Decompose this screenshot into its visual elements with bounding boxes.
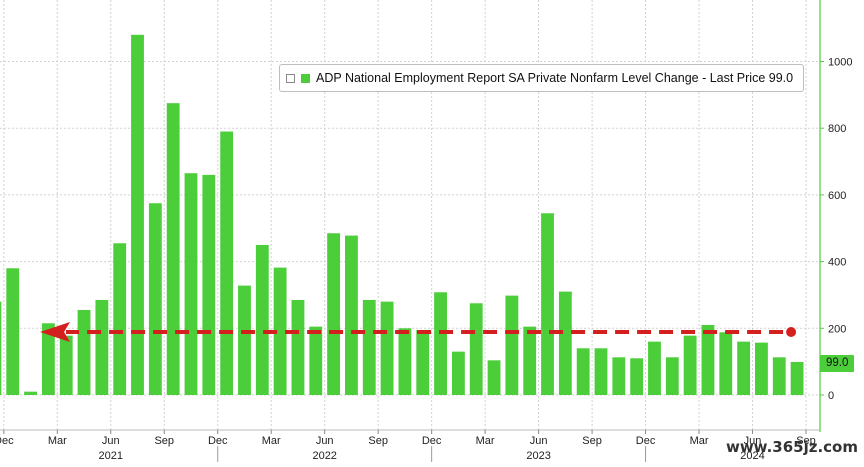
- bar-layer: [0, 34, 804, 395]
- x-tick-label: Sep: [796, 435, 816, 447]
- bar: [6, 268, 20, 395]
- bar: [345, 235, 358, 395]
- x-tick-label: Dec: [208, 435, 228, 447]
- y-tick-label: 800: [828, 123, 846, 135]
- last-price-badge: 99.0: [820, 355, 855, 372]
- bar: [451, 351, 465, 395]
- chart-legend: ADP National Employment Report SA Privat…: [279, 64, 805, 92]
- bar: [523, 326, 537, 395]
- x-year-label: 2023: [526, 450, 550, 462]
- x-tick-label: Sep: [368, 435, 388, 447]
- x-tick-label: Mar: [48, 435, 67, 447]
- legend-toggle-icon[interactable]: [286, 73, 295, 83]
- bar: [95, 299, 109, 395]
- x-tick-label: Jun: [530, 435, 548, 447]
- arrow-end-dot: [786, 326, 797, 337]
- x-tick-label: Jun: [316, 435, 334, 447]
- bar: [469, 303, 483, 395]
- bar: [630, 358, 644, 395]
- x-year-label: 2021: [99, 450, 123, 462]
- bar: [737, 341, 751, 395]
- bar: [790, 361, 804, 395]
- axis-layer: 0 200 400 600 800 1000 Dec Mar Jun Sep Dec Mar Jun Se…: [0, 0, 852, 462]
- bar: [131, 34, 144, 395]
- bar: [576, 348, 590, 395]
- bar: [309, 326, 323, 395]
- x-tick-label: Mar: [476, 435, 495, 447]
- bar: [291, 299, 305, 395]
- x-tick-label: Dec: [422, 435, 442, 447]
- reference-arrow: [40, 321, 797, 342]
- bar: [0, 301, 2, 395]
- legend-label: ADP National Employment Report SA Privat…: [316, 71, 794, 85]
- y-tick-label: 1000: [828, 57, 852, 69]
- bar: [113, 243, 127, 395]
- bar: [683, 335, 697, 395]
- bar: [398, 328, 412, 395]
- bar: [148, 203, 162, 395]
- bar: [166, 103, 180, 395]
- x-tick-label: Mar: [690, 435, 709, 447]
- x-tick-label: Jun: [744, 435, 762, 447]
- bar: [273, 267, 287, 395]
- x-tick-label: Sep: [582, 435, 602, 447]
- bar: [220, 131, 234, 395]
- legend-swatch: [301, 73, 310, 83]
- bar: [380, 301, 394, 395]
- y-tick-label: 600: [828, 190, 846, 202]
- bar: [719, 332, 733, 395]
- x-tick-label: Mar: [262, 435, 281, 447]
- bar: [594, 348, 608, 395]
- bar: [416, 329, 430, 395]
- bar: [612, 357, 626, 395]
- bar: [41, 323, 55, 395]
- bar: [24, 391, 37, 395]
- bar: [238, 285, 251, 395]
- y-tick-label: 400: [828, 257, 846, 269]
- arrow-head: [40, 321, 70, 342]
- bar: [487, 360, 501, 395]
- bar: [255, 244, 269, 395]
- x-tick-label: Sep: [154, 435, 174, 447]
- x-year-label: 2024: [740, 450, 764, 462]
- bar: [434, 292, 447, 395]
- bar: [701, 324, 715, 395]
- bar: [184, 173, 198, 395]
- watermark: www.365jz.com: [725, 438, 858, 456]
- x-tick-label: Dec: [636, 435, 656, 447]
- y-tick-label: 0: [828, 390, 834, 402]
- bar: [772, 357, 786, 395]
- bar: [77, 309, 91, 395]
- x-tick-label: Dec: [0, 435, 14, 447]
- y-tick-label: 200: [828, 323, 846, 335]
- x-year-label: 2022: [312, 450, 336, 462]
- bar: [558, 291, 572, 395]
- bar: [665, 357, 679, 395]
- bar: [755, 342, 768, 395]
- x-tick-label: Jun: [102, 435, 120, 447]
- bar: [505, 295, 519, 395]
- bar: [362, 299, 376, 395]
- bar: [59, 335, 73, 395]
- bar: [202, 174, 216, 395]
- bar: [327, 233, 341, 395]
- bar: [541, 213, 554, 395]
- bar: [648, 341, 661, 395]
